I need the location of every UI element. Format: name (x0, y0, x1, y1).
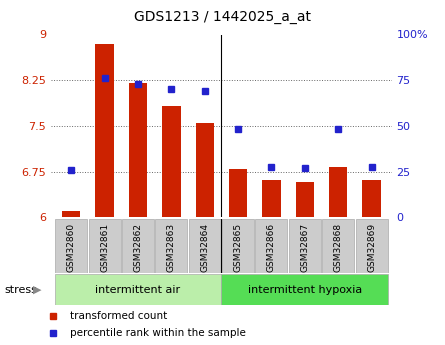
Bar (95, 44, 114, 217)
Text: GSM32868: GSM32868 (334, 223, 343, 273)
Bar (62, 211, 81, 217)
Bar (155, 219, 187, 273)
Bar (55, 274, 222, 305)
Text: GSM32861: GSM32861 (100, 223, 109, 273)
Bar (55, 219, 87, 273)
Text: intermittent hypoxia: intermittent hypoxia (248, 285, 362, 295)
Text: GSM32862: GSM32862 (134, 223, 142, 272)
Text: ▶: ▶ (33, 285, 42, 295)
Bar (222, 274, 388, 305)
Text: GSM32864: GSM32864 (200, 223, 209, 272)
Text: transformed count: transformed count (70, 311, 167, 321)
Text: GSM32865: GSM32865 (234, 223, 243, 273)
Text: GSM32860: GSM32860 (67, 223, 76, 273)
Bar (189, 219, 221, 273)
Bar (122, 219, 154, 273)
Text: percentile rank within the sample: percentile rank within the sample (70, 328, 246, 338)
Bar (322, 219, 354, 273)
Text: GSM32867: GSM32867 (300, 223, 309, 273)
Bar (262, 179, 281, 217)
Bar (195, 123, 214, 217)
Text: intermittent air: intermittent air (95, 285, 181, 295)
Bar (356, 219, 388, 273)
Bar (289, 219, 321, 273)
Bar (129, 83, 147, 217)
Text: GSM32863: GSM32863 (167, 223, 176, 273)
Bar (295, 182, 314, 217)
Bar (362, 179, 381, 217)
Text: GSM32869: GSM32869 (367, 223, 376, 273)
Text: GDS1213 / 1442025_a_at: GDS1213 / 1442025_a_at (134, 10, 311, 24)
Bar (162, 106, 181, 217)
Text: stress: stress (4, 285, 37, 295)
Bar (89, 219, 121, 273)
Bar (255, 219, 287, 273)
Bar (222, 219, 254, 273)
Bar (329, 167, 348, 217)
Text: GSM32866: GSM32866 (267, 223, 276, 273)
Bar (229, 169, 247, 217)
